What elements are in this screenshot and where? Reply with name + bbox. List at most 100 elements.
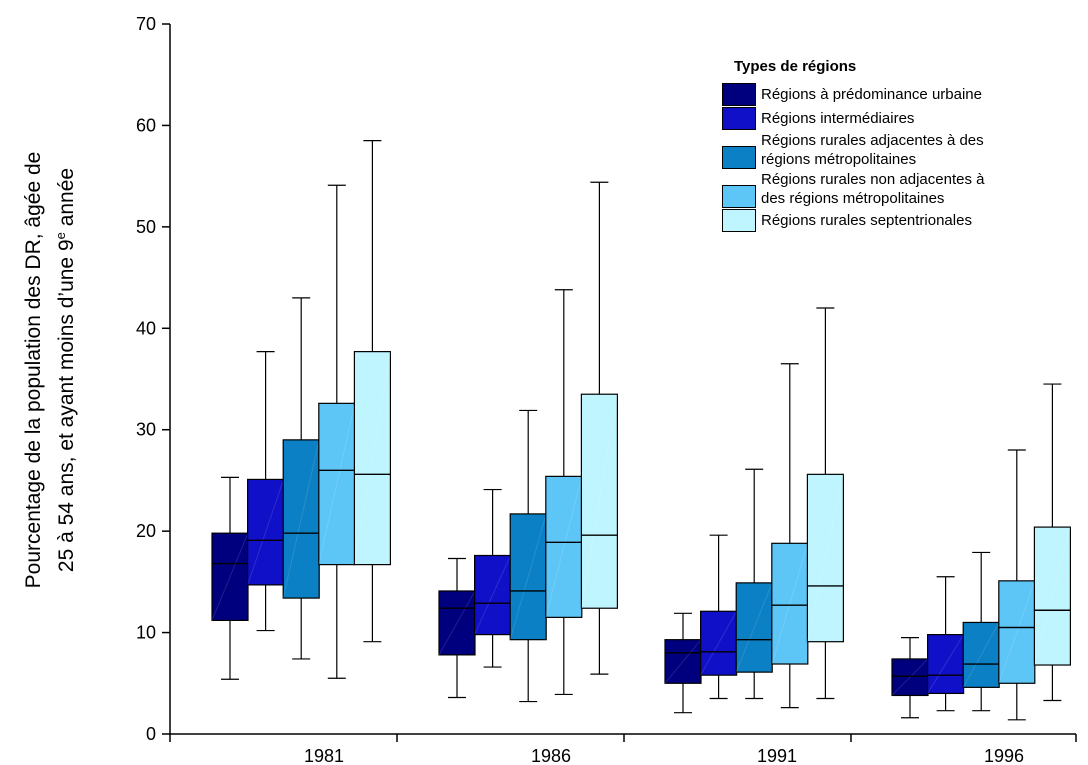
box-rect (474, 554, 512, 636)
legend-label-line: Régions intermédiaires (761, 110, 915, 127)
box-2-3 (962, 551, 1000, 712)
legend-swatch (722, 146, 756, 169)
box-2-2 (735, 468, 773, 700)
legend-label: Régions rurales septentrionales (761, 211, 972, 230)
box-1-3 (926, 576, 965, 712)
y-axis-label-wrap: Pourcentage de la population des DR, âgé… (0, 0, 100, 765)
legend-item: Régions rurales non adjacentes à des régi… (722, 170, 1062, 208)
x-tick-label: 1996 (984, 746, 1024, 765)
box-sheen (735, 582, 773, 673)
legend-label: Régions rurales adjacentes à des régions … (761, 131, 984, 169)
box-sheen (318, 403, 356, 565)
box-rect (891, 658, 929, 697)
box-1-1 (474, 488, 512, 668)
box-rect (664, 639, 702, 684)
box-sheen (211, 532, 249, 621)
box-4-3 (1033, 383, 1072, 702)
y-axis-label-line1: Pourcentage de la population des DR, âgé… (22, 151, 45, 589)
box-sheen (806, 474, 844, 642)
legend-label: Régions intermédiaires (761, 109, 914, 128)
box-sheen (438, 590, 476, 656)
y-tick-label: 0 (146, 724, 156, 744)
box-2-1 (509, 409, 547, 703)
box-3-0 (318, 184, 356, 679)
box-rect (998, 580, 1036, 684)
box-0-1 (438, 557, 476, 699)
y-axis-label: Pourcentage de la population des DR, âgé… (20, 60, 80, 680)
box-rect (1033, 526, 1072, 666)
box-sheen (891, 658, 929, 696)
legend-items: Régions à prédominance urbaine Régions in… (722, 83, 1062, 232)
x-tick-label: 1981 (304, 746, 344, 765)
box-rect (735, 582, 773, 673)
legend-swatch (722, 107, 756, 130)
legend-label-line: Régions rurales non adjacentes à (761, 171, 985, 188)
legend-label-line: Régions rurales adjacentes à des (761, 132, 984, 149)
box-rect (282, 439, 320, 599)
y-tick-label: 40 (136, 318, 156, 338)
box-3-3 (998, 449, 1036, 721)
box-sheen (474, 555, 512, 635)
box-rect (438, 590, 476, 656)
box-4-0 (353, 140, 391, 643)
y-axis-label-line2-pre: 25 à 54 ans, et ayant moins d’une 9 (55, 239, 78, 573)
legend-swatch (722, 83, 756, 106)
box-sheen (353, 351, 391, 565)
legend-swatch (722, 185, 756, 208)
box-0-2 (664, 612, 702, 714)
legend-item: Régions rurales septentrionales (722, 209, 1062, 232)
box-2-0 (282, 297, 320, 660)
x-tick-label: 1991 (757, 746, 797, 765)
legend-label-line: Régions à prédominance urbaine (761, 86, 982, 103)
y-tick-label: 60 (136, 115, 156, 135)
box-3-2 (771, 363, 809, 709)
legend-item: Régions rurales adjacentes à des régions … (722, 131, 1062, 169)
box-rect (509, 513, 547, 641)
box-rect (353, 351, 391, 566)
y-axis-label-sup: e (53, 232, 68, 240)
legend-swatch (722, 209, 756, 232)
legend-item: Régions intermédiaires (722, 107, 1062, 130)
y-tick-label: 50 (136, 217, 156, 237)
legend-title: Types de régions (734, 58, 857, 75)
y-axis-label-line2-post: année (55, 167, 78, 233)
box-series (211, 140, 1072, 721)
box-sheen (927, 634, 965, 694)
box-sheen (545, 476, 583, 618)
box-1-0 (247, 351, 285, 632)
box-sheen (247, 479, 285, 586)
box-3-1 (545, 289, 583, 696)
legend-label-line: des régions métropolitaines (761, 190, 945, 207)
box-sheen (282, 439, 320, 599)
y-tick-label: 20 (136, 521, 156, 541)
x-tick-label: 1986 (531, 746, 571, 765)
box-1-2 (699, 534, 738, 700)
legend-label-line: régions métropolitaines (761, 151, 917, 168)
box-0-0 (211, 476, 249, 680)
legend: Types de régions Régions à prédominance … (722, 58, 1062, 233)
box-sheen (771, 543, 809, 665)
legend-label: Régions à prédominance urbaine (761, 85, 982, 104)
box-rect (580, 393, 619, 609)
box-sheen (962, 622, 1000, 688)
box-4-2 (806, 307, 845, 700)
y-tick-label: 70 (136, 14, 156, 34)
box-sheen (1033, 526, 1071, 666)
legend-label-line: Régions rurales septentrionales (761, 212, 972, 229)
box-sheen (998, 580, 1036, 684)
box-rect (806, 473, 845, 643)
box-sheen (509, 513, 547, 640)
box-0-3 (891, 637, 929, 719)
box-sheen (700, 611, 738, 676)
y-tick-label: 10 (136, 623, 156, 643)
box-rect (247, 478, 285, 586)
box-sheen (580, 394, 618, 609)
legend-label: Régions rurales non adjacentes à des régi… (761, 170, 984, 208)
box-rect (211, 532, 249, 622)
box-4-1 (580, 181, 619, 675)
legend-item: Régions à prédominance urbaine (722, 83, 1062, 106)
box-sheen (664, 639, 702, 684)
y-tick-label: 30 (136, 420, 156, 440)
axes: 0 10 20 30 40 50 60 70 1981 1986 1991 1996 (136, 14, 1077, 765)
